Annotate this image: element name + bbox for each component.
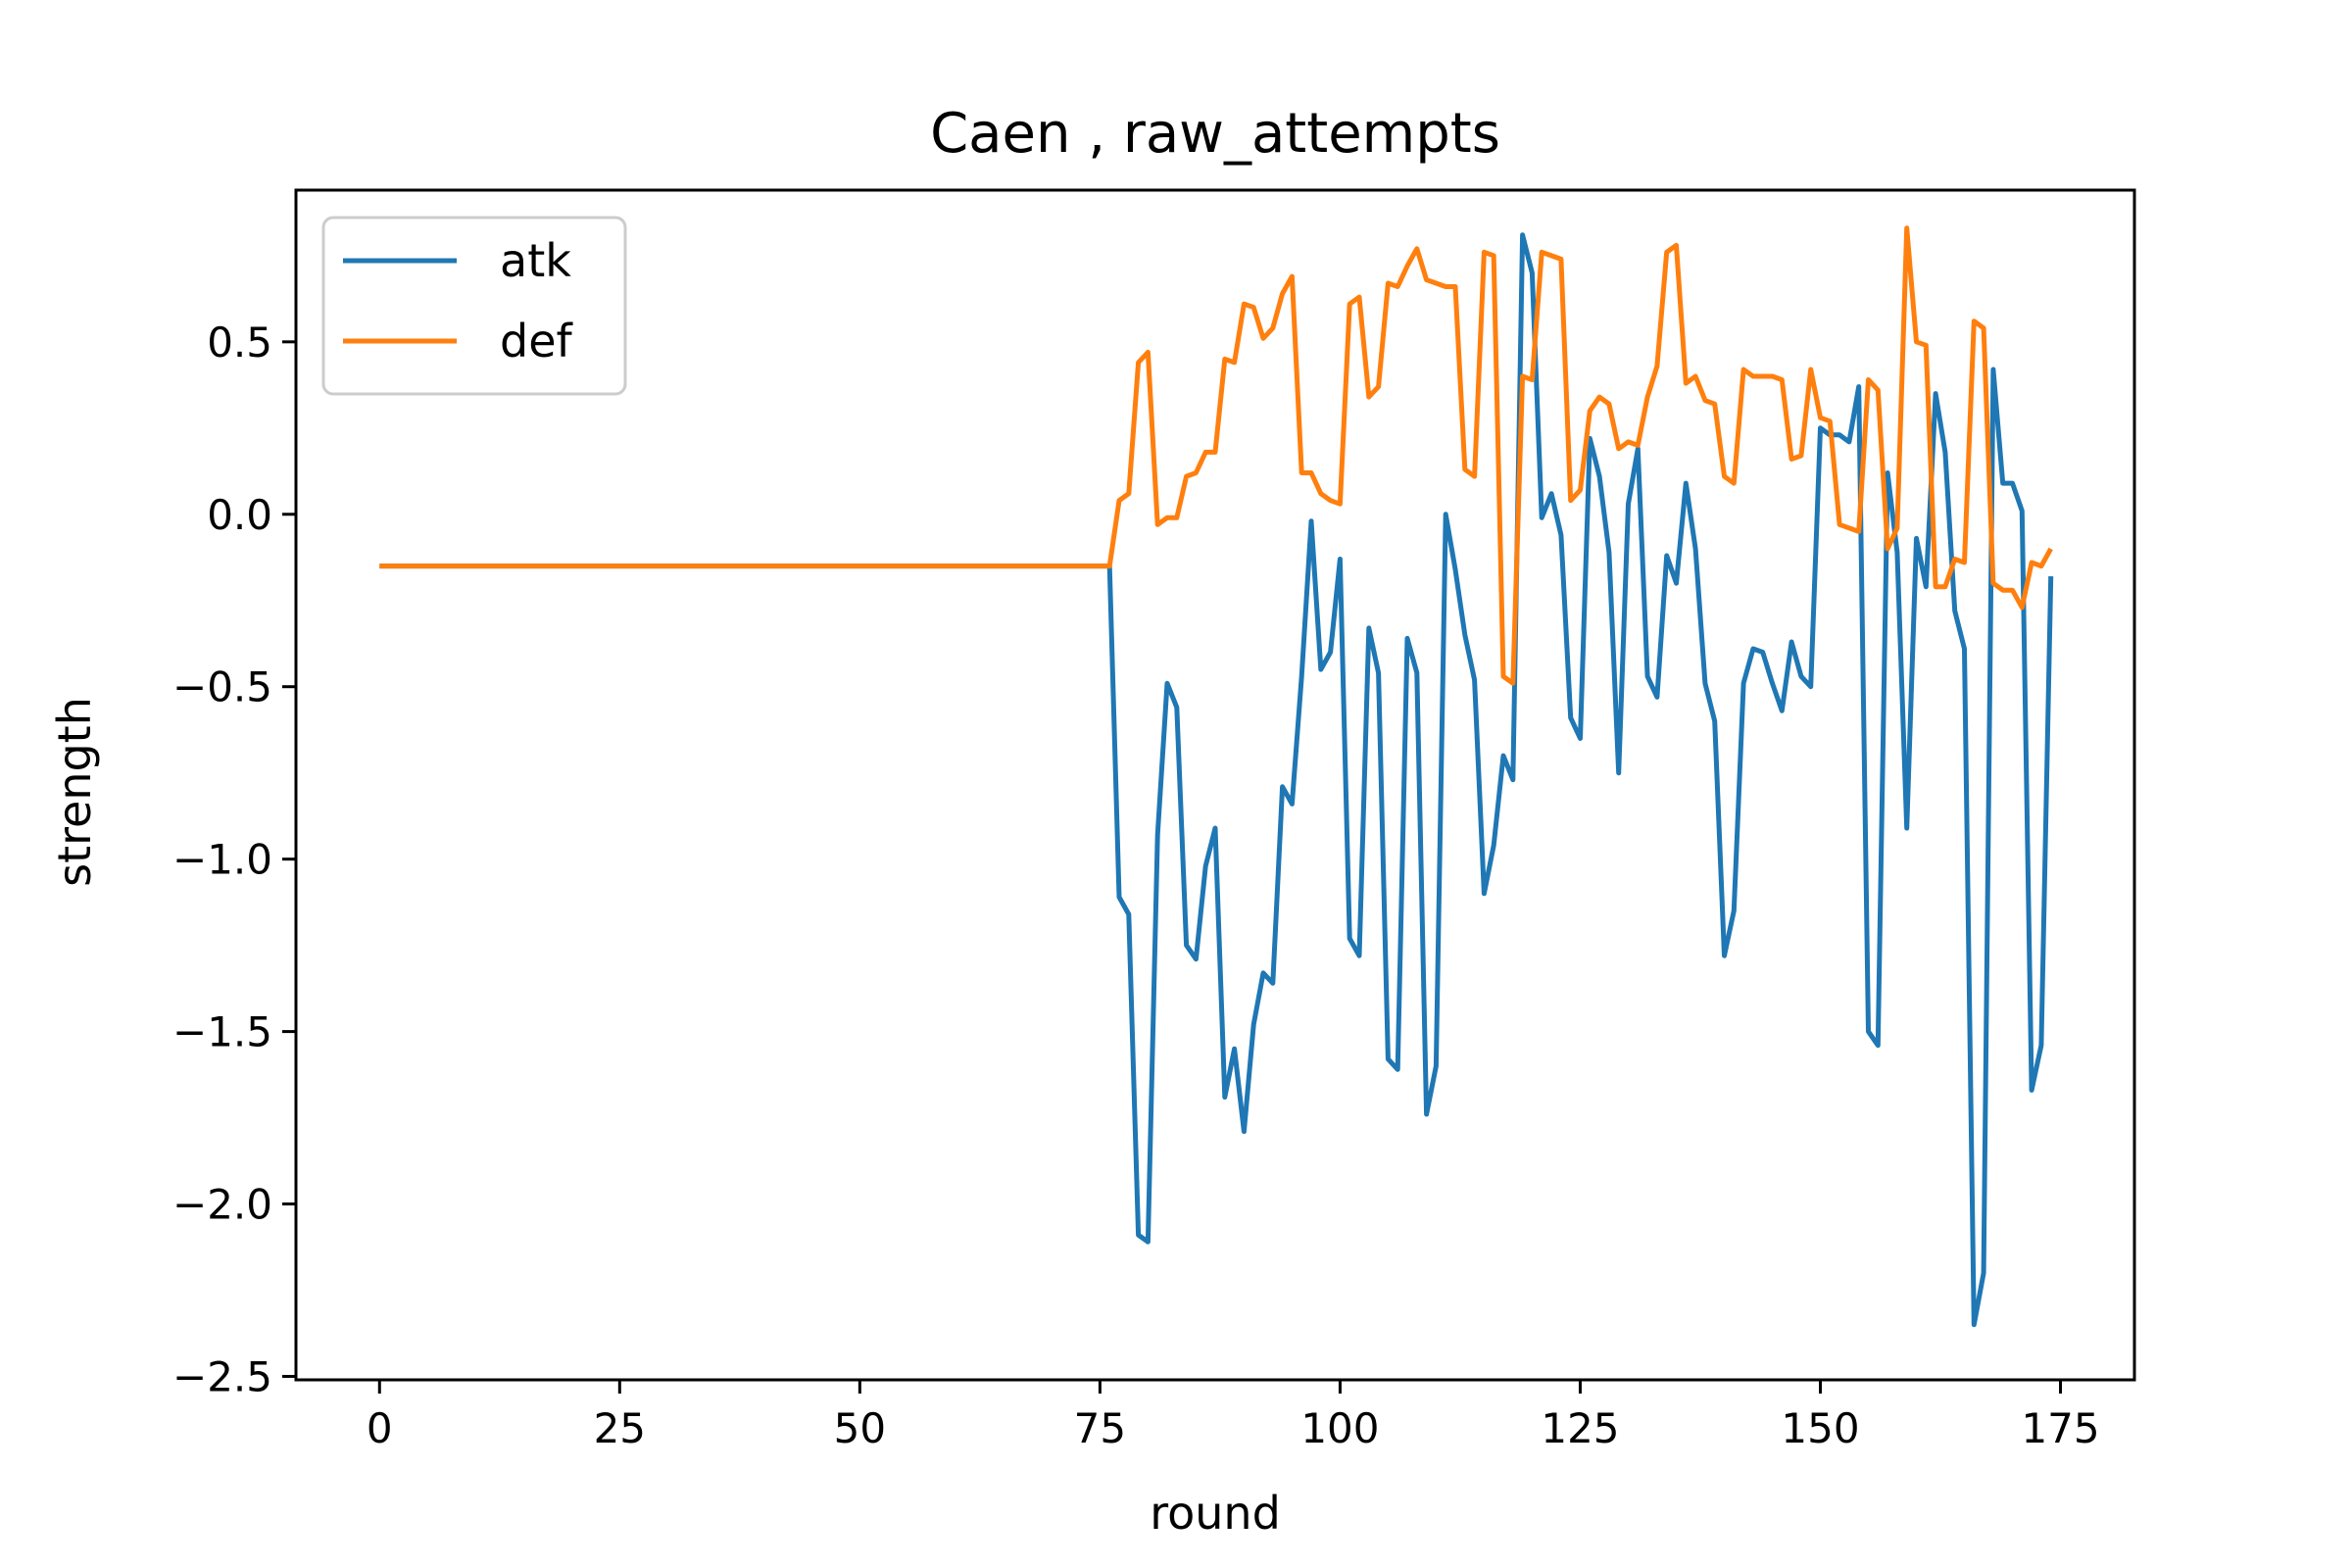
x-tick-label: 50	[834, 1404, 886, 1452]
legend-label-atk: atk	[500, 234, 571, 287]
x-axis-ticks: 0 25 50 75 100 125 150 175	[367, 1380, 2100, 1452]
x-tick-label: 150	[1781, 1404, 1859, 1452]
x-axis-label: round	[1150, 1487, 1281, 1540]
series-line-atk	[379, 232, 2054, 1328]
y-tick-label: −2.5	[172, 1352, 272, 1400]
plot-lines	[379, 225, 2054, 1328]
x-tick-label: 100	[1300, 1404, 1379, 1452]
x-tick-label: 25	[594, 1404, 646, 1452]
y-tick-label: −0.5	[172, 663, 272, 711]
legend: atk def	[321, 216, 627, 396]
x-tick-label: 125	[1541, 1404, 1619, 1452]
y-axis-ticks: −2.5 −2.0 −1.5 −1.0 −0.5 0.0 0.5	[172, 318, 296, 1400]
x-tick-label: 0	[367, 1404, 393, 1452]
y-axis-label: strength	[48, 697, 101, 887]
plot-frame	[294, 188, 2136, 1382]
legend-label-def: def	[500, 315, 574, 368]
y-tick-label: 0.5	[207, 318, 272, 367]
y-tick-label: −1.0	[172, 836, 272, 884]
y-tick-label: −1.5	[172, 1008, 272, 1056]
series-line-def	[379, 225, 2053, 686]
legend-box	[321, 216, 627, 396]
x-tick-label: 175	[2021, 1404, 2099, 1452]
chart-title: Caen , raw_attempts	[930, 102, 1500, 166]
y-tick-label: 0.0	[207, 491, 272, 539]
y-tick-label: −2.0	[172, 1181, 272, 1229]
x-tick-label: 75	[1074, 1404, 1126, 1452]
